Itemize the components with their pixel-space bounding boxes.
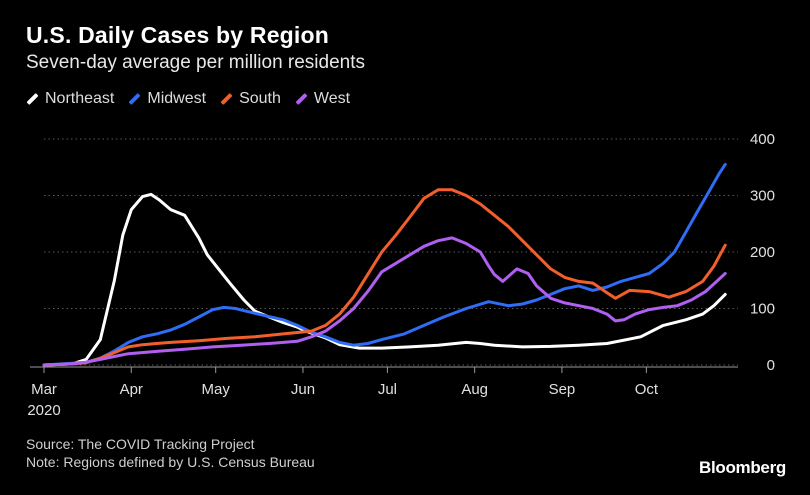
x-tick-sublabel-year: 2020	[27, 402, 60, 419]
legend-label-northeast: Northeast	[45, 90, 115, 107]
series-line-west	[42, 236, 727, 367]
legend-label-west: West	[313, 90, 351, 107]
x-tick-label-jun: Jun	[291, 381, 315, 398]
y-tick-label-300: 300	[750, 188, 775, 205]
x-tick-label-jul: Jul	[378, 381, 397, 398]
y-tick-label-400: 400	[750, 131, 775, 148]
legend-item-midwest: Midwest	[128, 90, 206, 108]
source-text: Source: The COVID Tracking Project	[26, 436, 255, 452]
source-notes: Source: The COVID Tracking Project Note:…	[26, 435, 315, 471]
y-tick-label-200: 200	[750, 244, 775, 261]
y-tick-label-0: 0	[767, 357, 775, 374]
legend-item-south: South	[220, 90, 281, 108]
legend-item-northeast: Northeast	[26, 90, 114, 108]
x-tick-label-mar: Mar	[31, 381, 57, 398]
x-tick-label-oct: Oct	[635, 381, 659, 398]
legend-label-midwest: Midwest	[147, 90, 207, 107]
x-tick-label-sep: Sep	[549, 381, 576, 398]
legend-item-west: West	[295, 90, 350, 108]
y-tick-label-100: 100	[750, 301, 775, 318]
series-line-south	[42, 188, 727, 367]
chart-subtitle: Seven-day average per million residents	[26, 52, 366, 73]
series-line-midwest	[42, 162, 727, 367]
legend: Northeast Midwest South West	[26, 90, 364, 108]
legend-label-south: South	[239, 90, 281, 107]
x-tick-label-aug: Aug	[461, 381, 488, 398]
chart-title: U.S. Daily Cases by Region	[26, 22, 330, 48]
x-tick-label-may: May	[202, 381, 231, 398]
bloomberg-logo: Bloomberg	[698, 458, 786, 477]
note-text: Note: Regions defined by U.S. Census Bur…	[26, 454, 315, 470]
x-tick-label-apr: Apr	[120, 381, 143, 398]
